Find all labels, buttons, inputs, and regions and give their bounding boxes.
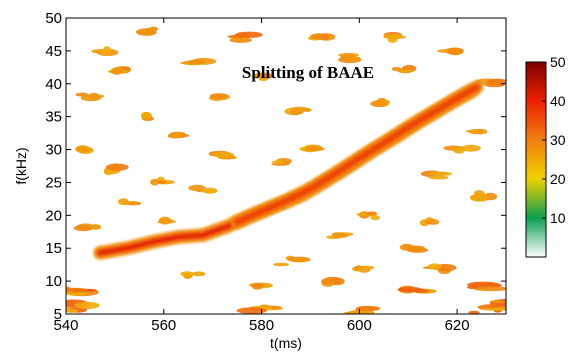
mode-2-core	[235, 85, 479, 224]
y-tick-label: 30	[45, 142, 62, 159]
noise-blob	[321, 279, 335, 287]
y-tick-label: 40	[45, 76, 62, 93]
colorbar-ticks: 10 20 30 40 50	[542, 54, 566, 226]
noise-blob	[427, 263, 442, 270]
noise-blob	[321, 35, 330, 40]
noise-blob	[168, 133, 182, 139]
noise-blob	[474, 286, 506, 292]
noise-blob	[343, 311, 370, 314]
noise-blob	[465, 129, 479, 133]
noise-blob	[140, 111, 152, 120]
noise-blob	[332, 233, 349, 238]
x-axis: 540 560 580 600 620	[53, 18, 470, 334]
noise-blob	[446, 47, 464, 56]
noise-blob	[468, 310, 480, 314]
colorbar-tick-label: 10	[550, 210, 566, 226]
noise-blob	[66, 287, 89, 293]
y-tick-label: 15	[45, 240, 62, 257]
colorbar-gradient	[525, 61, 547, 258]
noise-blob	[467, 281, 500, 288]
colorbar-tick-label: 20	[550, 171, 566, 187]
noise-blob	[370, 100, 388, 108]
noise-blob	[105, 163, 129, 171]
noise-blob	[191, 271, 206, 277]
chart-title: Splitting of BAAE	[242, 63, 374, 82]
y-tick-label: 20	[45, 207, 62, 224]
y-tick-label: 10	[45, 273, 62, 290]
noise-blob	[251, 283, 265, 287]
noise-blob	[157, 220, 172, 224]
noise-blob	[157, 180, 167, 185]
noise-blob	[127, 202, 142, 206]
noise-blob	[271, 160, 286, 164]
y-tick-label: 50	[45, 10, 62, 27]
noise-blob	[302, 108, 312, 112]
y-axis-title: f(kHz)	[13, 147, 29, 184]
noise-blob	[370, 215, 381, 221]
heatmap-layer	[66, 26, 506, 314]
plot-frame	[65, 17, 507, 315]
x-tick-label: 600	[347, 317, 372, 334]
noise-blob	[150, 178, 160, 186]
colorbar-tick-label: 40	[550, 93, 566, 109]
noise-blob	[202, 187, 218, 194]
noise-blob	[428, 171, 453, 176]
noise-blob	[382, 34, 403, 39]
noise-blob	[480, 307, 506, 311]
noise-blob	[453, 147, 465, 154]
noise-blob	[273, 262, 290, 267]
noise-blob	[180, 271, 195, 277]
x-tick-label: 560	[151, 317, 176, 334]
noise-blob	[391, 66, 402, 72]
noise-blob	[461, 144, 481, 152]
y-axis: 5 10 15 20 25 30 35 40 45 50	[45, 10, 506, 323]
noise-blob	[236, 307, 267, 314]
noise-blob	[397, 69, 414, 73]
noise-blob	[110, 67, 123, 75]
noise-blob	[397, 287, 424, 293]
noise-blob	[209, 93, 229, 99]
colorbar-tick-label: 50	[550, 54, 566, 70]
x-tick-label: 540	[53, 317, 78, 334]
x-tick-label: 580	[249, 317, 274, 334]
noise-blob	[289, 256, 311, 263]
noise-blob	[341, 56, 361, 62]
noise-blob	[73, 225, 94, 232]
noise-blob	[428, 219, 440, 225]
noise-blob	[75, 146, 91, 153]
noise-blob	[473, 128, 488, 135]
y-tick-label: 45	[45, 43, 62, 60]
y-tick-label: 25	[45, 174, 62, 191]
noise-blob	[66, 308, 79, 313]
y-tick-label: 5	[54, 306, 62, 323]
noise-blob	[235, 31, 263, 38]
x-axis-title: t(ms)	[270, 335, 302, 351]
noise-blob	[89, 92, 99, 100]
noise-blob	[428, 175, 449, 180]
noise-blob	[90, 224, 102, 230]
noise-blob	[74, 301, 100, 309]
noise-blob	[484, 82, 505, 88]
noise-blob	[289, 109, 302, 116]
noise-blob	[358, 266, 371, 273]
noise-blob	[212, 152, 235, 158]
noise-blob	[187, 59, 206, 65]
noise-blob	[102, 46, 112, 55]
noise-blob	[470, 193, 489, 201]
noise-blob	[489, 300, 506, 304]
noise-blob	[305, 146, 325, 152]
y-tick-label: 35	[45, 109, 62, 126]
noise-blob	[407, 247, 429, 253]
noise-blob	[135, 29, 150, 35]
x-tick-label: 620	[445, 317, 470, 334]
noise-blob	[260, 73, 273, 79]
colorbar-tick-label: 30	[550, 132, 566, 148]
noise-blob	[355, 307, 380, 311]
colorbar: 10 20 30 40 50	[525, 54, 566, 258]
noise-blob	[366, 211, 378, 216]
noise-blob	[352, 266, 362, 272]
